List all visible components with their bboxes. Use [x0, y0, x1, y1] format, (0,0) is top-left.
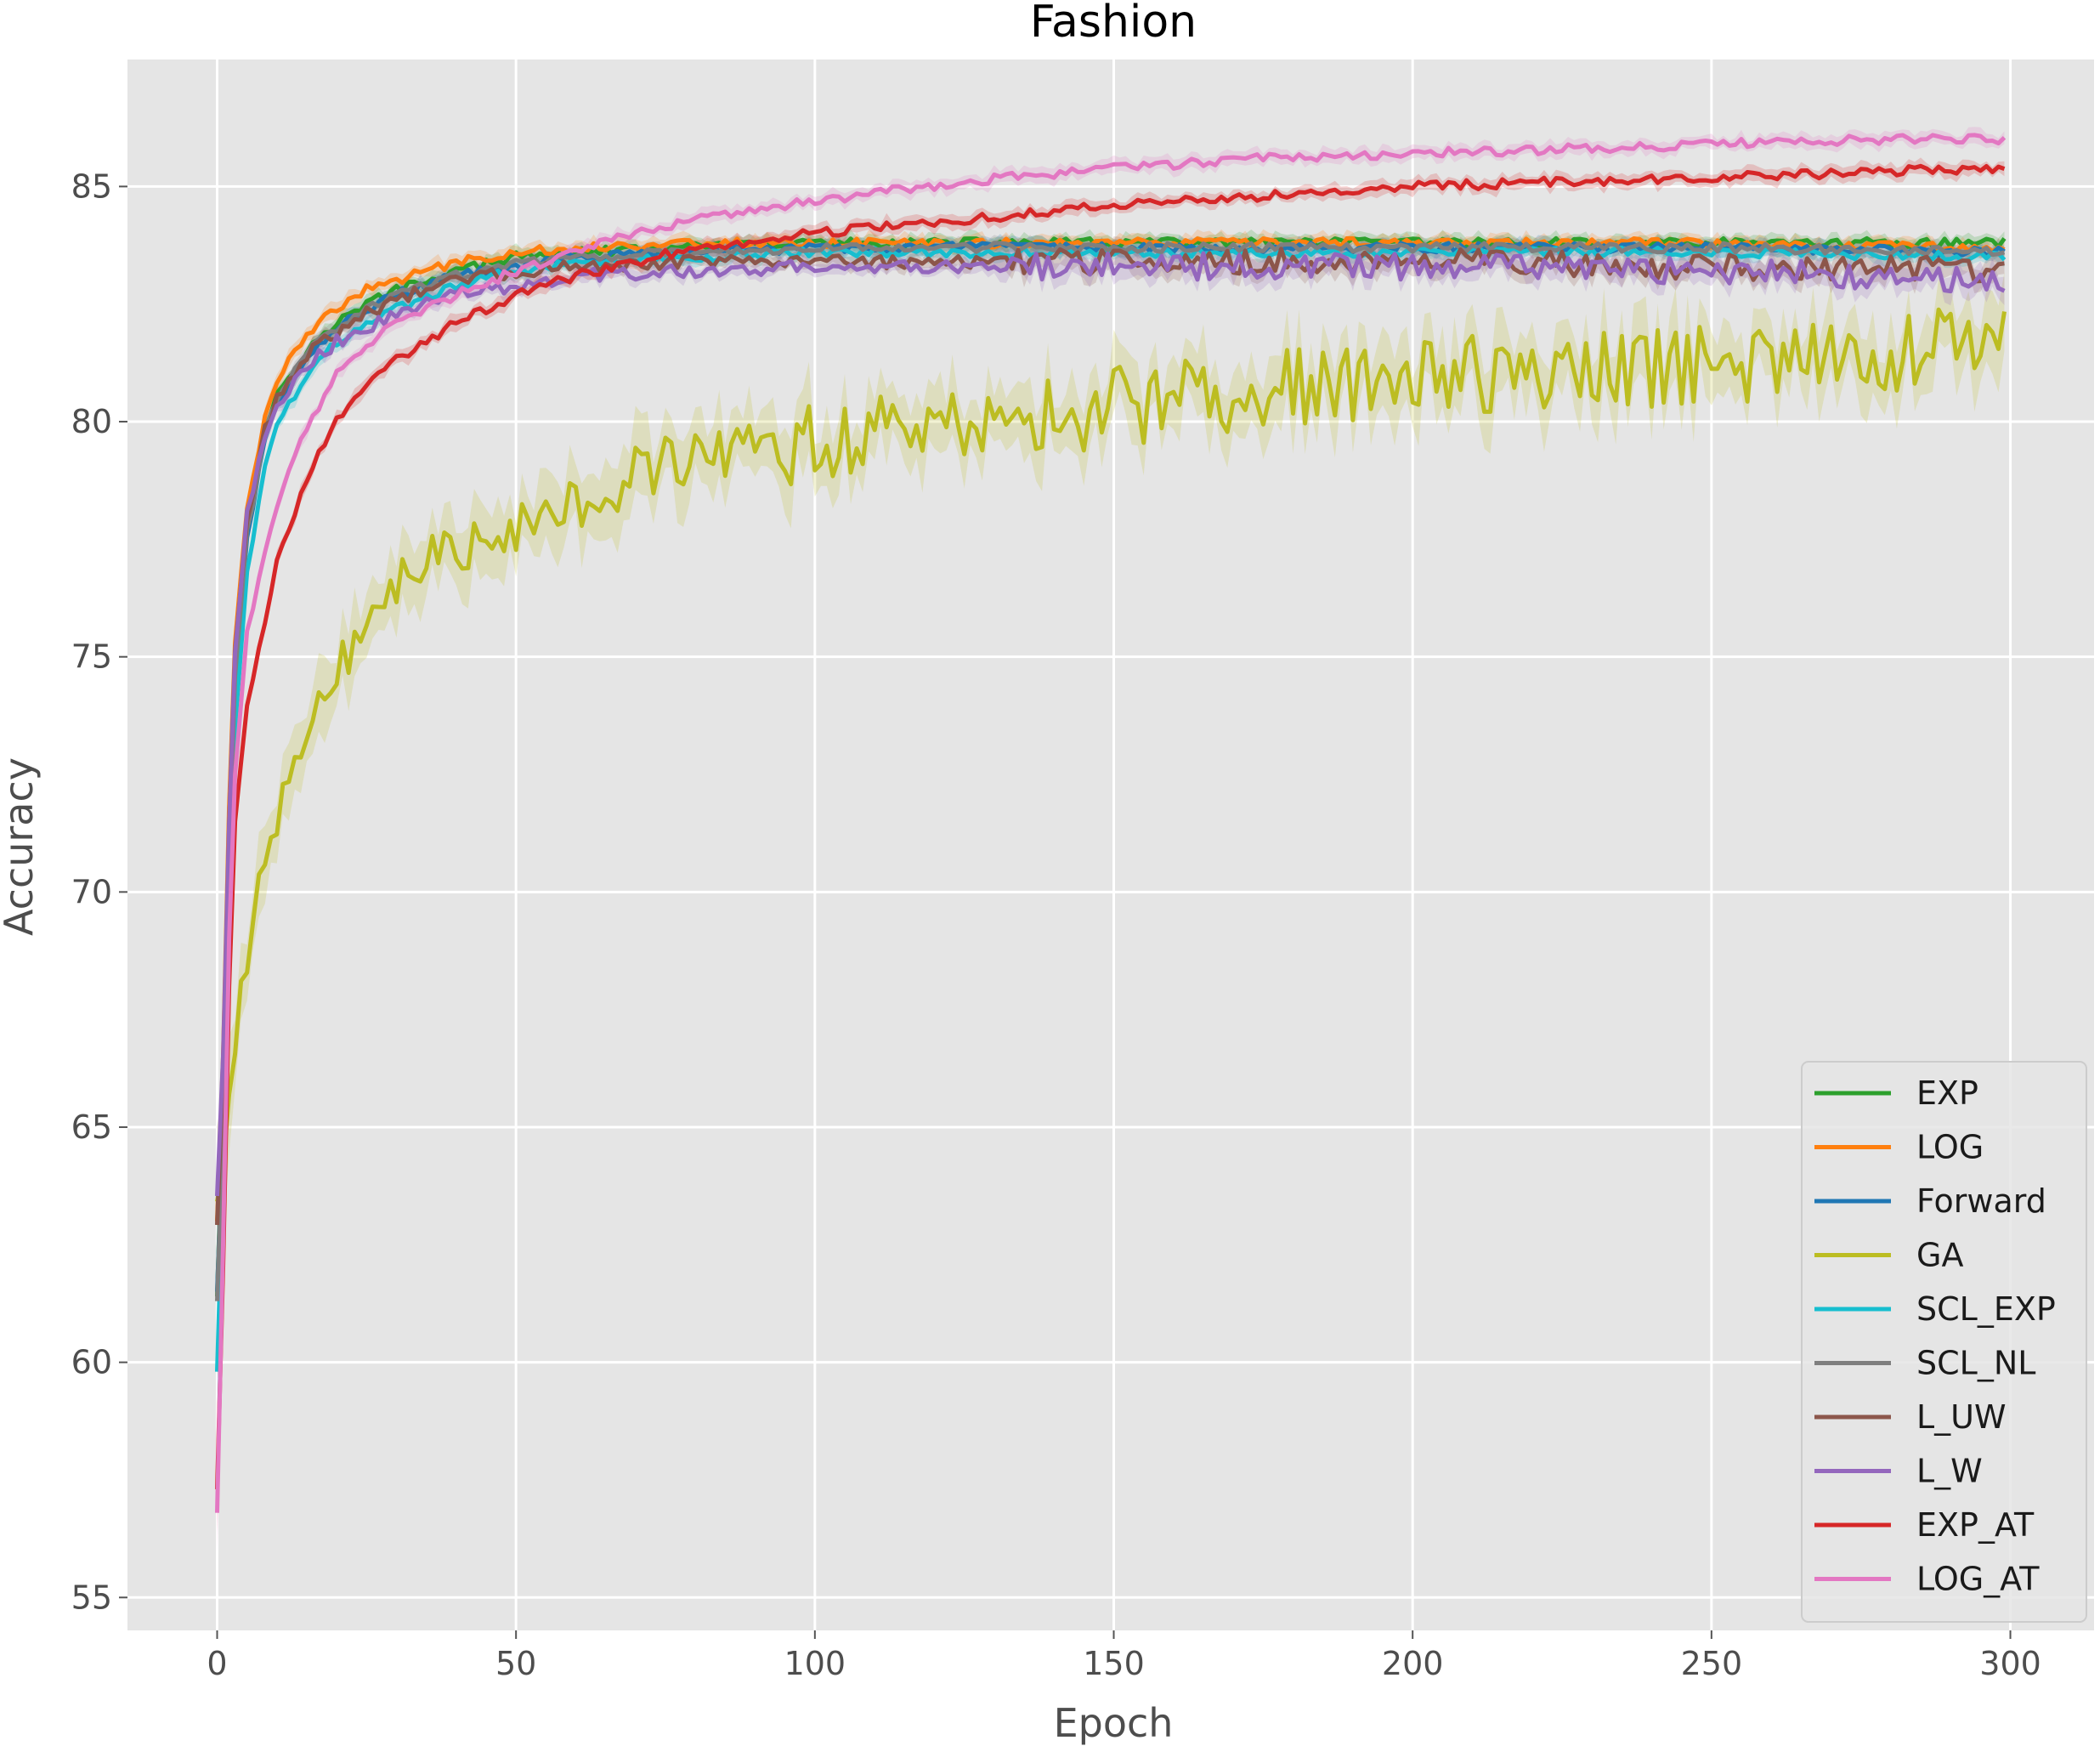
x-tick-label: 50	[495, 1645, 536, 1682]
legend-label-forward: Forward	[1916, 1182, 2046, 1220]
x-tick-label: 250	[1681, 1645, 1743, 1682]
series-line-l_w	[215, 251, 2006, 1197]
gridlines	[127, 60, 2094, 1630]
chart-title: Fashion	[1030, 0, 1197, 48]
y-axis-label: Accuracy	[0, 757, 42, 936]
series-line-ga	[215, 307, 2007, 1202]
legend-label-scl_exp: SCL_EXP	[1916, 1290, 2056, 1328]
y-tick-label: 60	[71, 1344, 112, 1381]
legend-label-log: LOG	[1916, 1129, 1984, 1166]
legend-label-exp_at: EXP_AT	[1916, 1506, 2035, 1544]
y-tick-label: 75	[71, 638, 112, 676]
legend-label-log_at: LOG_AT	[1916, 1561, 2040, 1598]
series-line-log_at	[215, 133, 2007, 1513]
x-axis-ticks: 0 50 100 150 200 250 300	[207, 1630, 2041, 1682]
x-tick-label: 300	[1979, 1645, 2041, 1682]
y-tick-label: 80	[71, 403, 112, 440]
legend-label-l_uw: L_UW	[1916, 1398, 2007, 1436]
y-tick-label: 70	[71, 873, 112, 910]
legend-label-scl_nl: SCL_NL	[1916, 1345, 2035, 1382]
series-line-scl_nl	[215, 241, 2006, 1301]
legend-label-exp: EXP	[1916, 1074, 1978, 1112]
series-line-exp_at	[215, 163, 2006, 1490]
x-axis-label: Epoch	[1054, 1700, 1174, 1746]
x-tick-label: 200	[1382, 1645, 1444, 1682]
y-tick-label: 85	[71, 167, 112, 205]
legend-label-ga: GA	[1916, 1237, 1963, 1274]
y-axis-ticks: 55 60 65 70 75 80 85	[71, 167, 127, 1616]
x-tick-label: 150	[1083, 1645, 1145, 1682]
y-tick-label: 55	[71, 1579, 112, 1616]
legend: EXP LOG Forward GA SCL_EXP SCL_NL L_UW L_W EXP_A…	[1801, 1061, 2087, 1623]
band-ga	[217, 272, 2005, 1278]
x-tick-label: 0	[207, 1645, 227, 1682]
y-tick-label: 65	[71, 1108, 112, 1146]
legend-label-l_w: L_W	[1916, 1453, 1983, 1490]
confidence-bands	[217, 127, 2005, 1556]
x-tick-label: 100	[784, 1645, 846, 1682]
series-lines	[215, 133, 2007, 1513]
